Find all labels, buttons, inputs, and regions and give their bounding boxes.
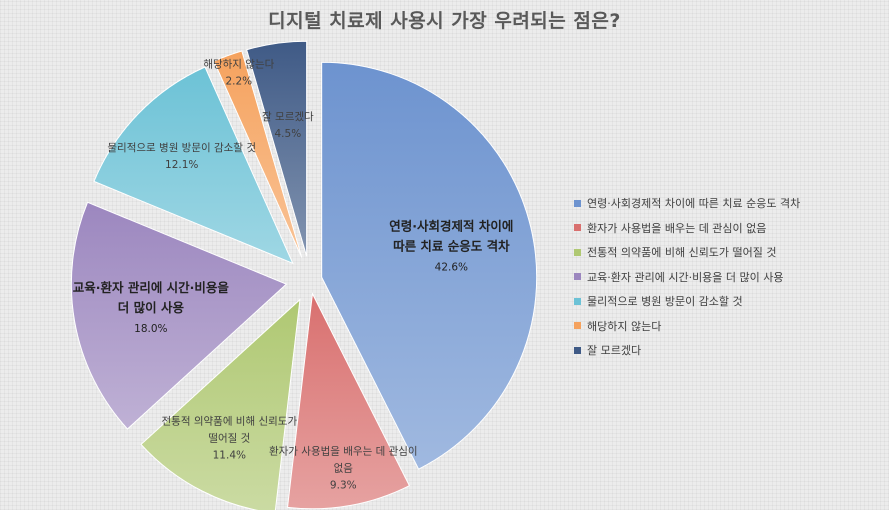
legend-item: 전통적 의약품에 비해 신뢰도가 떨어질 것: [574, 240, 874, 265]
legend-label: 전통적 의약품에 비해 신뢰도가 떨어질 것: [587, 246, 777, 260]
pie-slice: [213, 50, 303, 258]
slice-label-line: 물리적으로 병원 방문이 감소할 것: [107, 142, 256, 154]
legend-item: 환자가 사용법을 배우는 데 관심이 없음: [574, 216, 874, 241]
slice-label-line: 연령·사회경제적 차이에: [389, 218, 513, 233]
pie-slice: [140, 298, 301, 510]
slice-label-line: 잘 모르겠다: [262, 111, 314, 123]
slice-label: 물리적으로 병원 방문이 감소할 것 12.1%: [107, 142, 256, 171]
slice-label-line: 해당하지 않는다: [203, 57, 274, 70]
legend-label: 환자가 사용법을 배우는 데 관심이 없음: [587, 221, 767, 235]
slice-value-label: 18.0%: [134, 323, 167, 335]
slice-label-line: 따른 치료 순응도 격차: [393, 238, 510, 253]
legend-label: 교육·환자 관리에 시간·비용을 더 많이 사용: [587, 270, 784, 284]
legend-item: 연령·사회경제적 차이에 따른 치료 순응도 격차: [574, 191, 874, 216]
legend-swatch: [574, 322, 581, 330]
legend-swatch: [574, 297, 581, 305]
legend-label: 물리적으로 병원 방문이 감소할 것: [587, 295, 743, 309]
slice-label-line: 없음: [334, 461, 354, 474]
slice-value-label: 2.2%: [225, 75, 252, 87]
legend-item: 해당하지 않는다: [574, 314, 874, 339]
slice-label: 해당하지 않는다 2.2%: [203, 57, 274, 87]
legend-swatch: [574, 248, 581, 256]
slice-value-label: 42.6%: [435, 261, 468, 273]
slice-value-label: 4.5%: [275, 128, 302, 140]
slice-value-label: 11.4%: [213, 449, 246, 461]
pie-slice: [246, 40, 308, 257]
pie-slice: [321, 61, 538, 470]
legend-swatch: [574, 199, 581, 207]
legend-swatch: [574, 273, 581, 281]
chart-title: 디지털 치료제 사용시 가장 우려되는 점은?: [268, 10, 621, 32]
slice-value-label: 9.3%: [330, 479, 357, 491]
pie-slice: [70, 201, 288, 430]
slice-label-line: 더 많이 사용: [118, 300, 185, 315]
pie-slice: [93, 66, 294, 265]
slice-label: 잘 모르겠다 4.5%: [262, 111, 314, 140]
slice-label-line: 교육·환자 관리에 시간·비용을: [73, 280, 230, 295]
legend-label: 해당하지 않는다: [587, 319, 662, 333]
legend-item: 물리적으로 병원 방문이 감소할 것: [574, 289, 874, 314]
legend-swatch: [574, 224, 581, 232]
slice-value-label: 12.1%: [165, 159, 198, 171]
pie-slice: [286, 292, 411, 510]
legend-swatch: [574, 346, 581, 354]
legend-item: 잘 모르겠다: [574, 338, 874, 363]
legend-label: 연령·사회경제적 차이에 따른 치료 순응도 격차: [587, 197, 801, 211]
slice-label-line: 떨어질 것: [208, 432, 250, 444]
slice-label-line: 환자가 사용법을 배우는 데 관심이: [269, 445, 418, 457]
legend-label: 잘 모르겠다: [587, 344, 642, 358]
slice-label-line: 전통적 의약품에 비해 신뢰도가: [162, 414, 298, 427]
legend-item: 교육·환자 관리에 시간·비용을 더 많이 사용: [574, 265, 874, 290]
